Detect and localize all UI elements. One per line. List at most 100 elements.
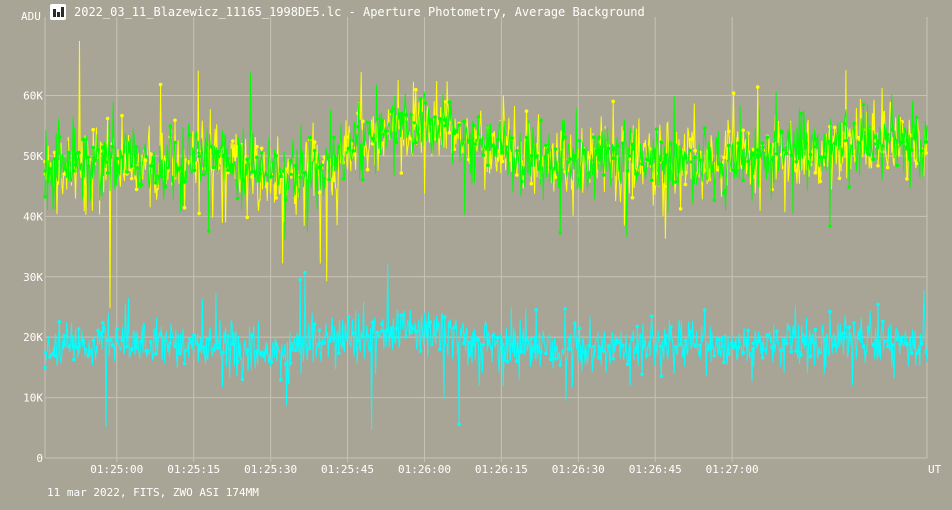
data-point	[52, 353, 57, 358]
chart-window-icon[interactable]	[50, 4, 66, 20]
data-point	[871, 157, 875, 161]
data-point	[245, 215, 249, 220]
data-point	[616, 340, 620, 345]
data-point	[674, 180, 678, 184]
data-point	[264, 181, 269, 186]
data-point	[702, 308, 707, 312]
data-point	[298, 175, 303, 179]
x-tick-label: 01:25:15	[167, 463, 220, 476]
data-point	[361, 335, 365, 339]
data-point	[914, 351, 919, 356]
data-point	[48, 355, 52, 359]
data-point	[293, 195, 298, 199]
data-point	[881, 144, 885, 148]
data-point	[312, 148, 317, 153]
data-point	[529, 154, 534, 158]
data-point	[168, 124, 172, 128]
data-point	[438, 347, 442, 352]
data-point	[240, 178, 245, 182]
data-point	[597, 135, 601, 140]
data-point	[582, 350, 587, 354]
data-point	[654, 127, 659, 131]
x-tick-label: 01:27:00	[706, 463, 759, 476]
data-point	[245, 348, 249, 353]
data-point	[630, 337, 635, 342]
data-point	[519, 349, 524, 354]
trend-point	[351, 139, 355, 143]
data-point	[259, 146, 264, 151]
data-point	[129, 164, 134, 168]
data-point	[332, 135, 336, 140]
data-point	[534, 307, 538, 312]
data-point	[134, 187, 139, 192]
trend-point	[351, 332, 355, 336]
data-point	[452, 131, 457, 136]
data-point	[101, 145, 105, 150]
data-point	[678, 342, 683, 347]
data-point	[847, 133, 851, 137]
data-point	[423, 323, 428, 328]
data-point	[905, 177, 909, 181]
data-point	[62, 334, 67, 338]
data-point	[770, 345, 774, 350]
series-line	[44, 72, 928, 240]
data-point	[206, 153, 211, 158]
data-point	[356, 338, 360, 343]
data-point	[399, 313, 404, 317]
grid-lines	[44, 17, 928, 462]
data-point	[221, 350, 225, 355]
data-point	[332, 336, 336, 341]
data-point	[457, 123, 461, 127]
data-point	[240, 377, 245, 382]
data-point	[293, 163, 298, 168]
data-point	[491, 334, 495, 338]
data-point	[500, 150, 505, 155]
data-point	[678, 150, 683, 154]
data-point	[81, 338, 86, 343]
y-tick-label: 60K	[23, 90, 43, 103]
data-point	[654, 346, 659, 350]
trend-point	[443, 124, 447, 128]
data-point	[775, 329, 779, 334]
data-point	[274, 153, 278, 158]
data-point	[43, 195, 47, 199]
data-point	[784, 151, 789, 156]
trend-point	[658, 344, 662, 348]
data-point	[433, 332, 437, 336]
data-point	[476, 114, 481, 119]
trend-point	[320, 341, 324, 345]
trend-point	[381, 133, 385, 137]
data-point	[871, 342, 875, 347]
data-point	[226, 168, 230, 172]
data-point	[587, 171, 591, 175]
data-point	[722, 191, 726, 195]
data-point	[163, 185, 168, 189]
data-point	[885, 344, 890, 349]
data-point	[394, 140, 399, 145]
trend-point	[258, 350, 262, 354]
data-point	[380, 322, 384, 326]
data-point	[115, 327, 119, 331]
data-point	[192, 333, 197, 337]
data-point	[375, 330, 380, 335]
data-point	[216, 346, 221, 350]
data-point	[110, 144, 115, 149]
trend-point	[412, 124, 416, 128]
data-point	[264, 350, 269, 355]
data-point	[129, 176, 134, 181]
data-point	[823, 337, 827, 342]
data-point	[423, 101, 428, 105]
data-point	[741, 350, 745, 355]
data-point	[418, 96, 423, 101]
series-layer	[43, 40, 928, 430]
data-point	[717, 162, 721, 166]
data-point	[259, 353, 264, 357]
data-point	[510, 136, 514, 140]
x-tick-label: 01:26:15	[475, 463, 528, 476]
data-point	[250, 175, 254, 179]
trend-point	[874, 142, 878, 146]
data-point	[438, 117, 442, 121]
trend-point	[812, 341, 816, 345]
data-point	[288, 361, 293, 366]
trend-point	[689, 341, 693, 345]
